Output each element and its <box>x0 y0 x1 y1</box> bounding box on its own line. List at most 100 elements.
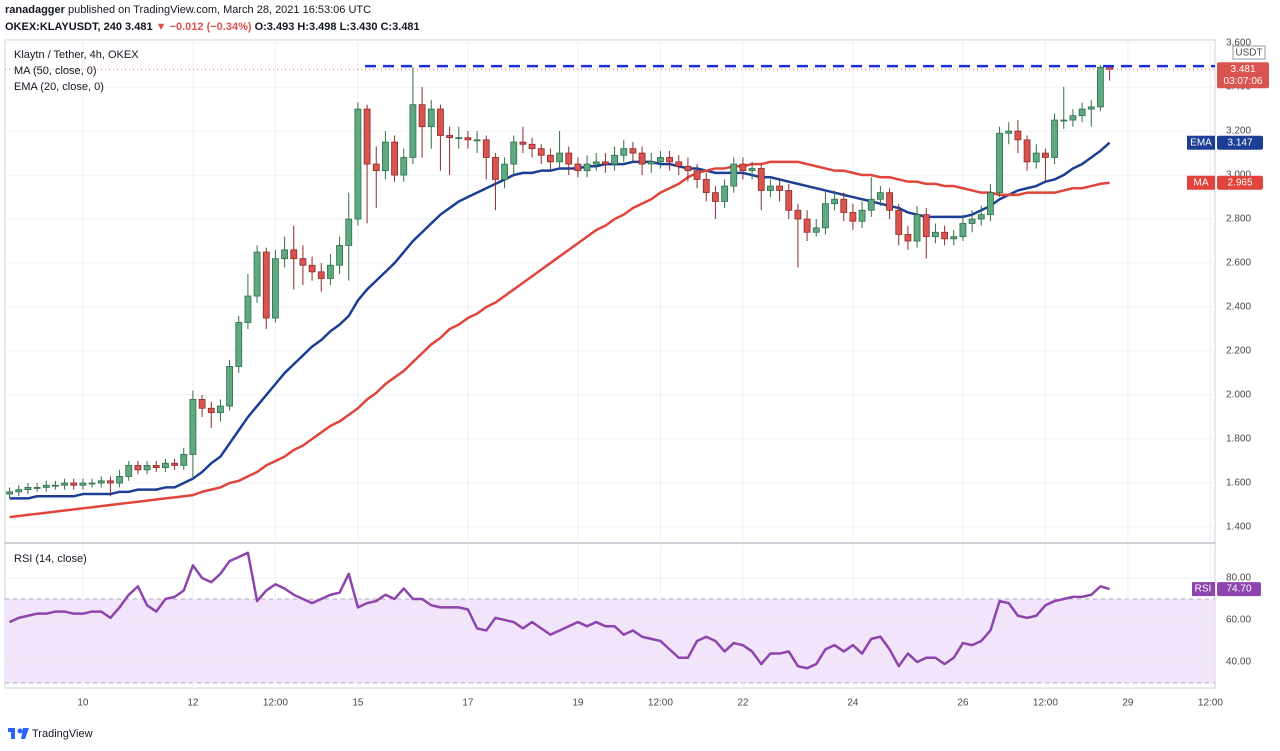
x-tick-label: 24 <box>847 698 859 709</box>
candle-body <box>712 192 719 202</box>
x-tick-label: 12:00 <box>1033 698 1058 709</box>
candle-body <box>391 141 398 176</box>
candle-body <box>1097 66 1104 108</box>
candle-body <box>556 152 563 163</box>
candle-body <box>33 487 41 489</box>
candle-body <box>217 405 224 414</box>
candle-body <box>638 152 646 165</box>
candle-body <box>180 454 188 466</box>
currency: USDT <box>1235 48 1262 59</box>
y-tick-label: 2.200 <box>1226 346 1251 357</box>
indicator-name: EMA <box>1190 137 1212 148</box>
legend-ema: EMA (20, close, 0) <box>14 81 104 93</box>
candle-body <box>767 185 774 191</box>
candle-body <box>345 218 353 246</box>
candle-body <box>299 258 307 266</box>
candle-body <box>547 154 554 163</box>
candle-body <box>171 462 178 466</box>
candle-body <box>657 157 664 163</box>
change: ▼ −0.012 (−0.34%) <box>156 21 252 33</box>
candle-body <box>748 168 756 172</box>
x-tick-label: 22 <box>737 698 749 709</box>
author: ranadagger <box>5 4 66 16</box>
candle-body <box>574 163 582 172</box>
candle-body <box>88 482 96 485</box>
candle-body <box>840 198 848 213</box>
x-tick-label: 26 <box>957 698 969 709</box>
candle-body <box>959 223 967 238</box>
rsi-value: 74.70 <box>1226 584 1251 595</box>
candle-body <box>455 137 463 140</box>
candle-body <box>1078 108 1086 117</box>
candle-body <box>867 198 875 211</box>
candle-body <box>97 480 105 484</box>
candle-body <box>143 465 151 471</box>
footer-logo <box>8 728 29 739</box>
candle-body <box>684 165 692 172</box>
y-tick-label: 1.400 <box>1226 522 1251 533</box>
candle-body <box>565 152 573 165</box>
candle-body <box>253 251 261 297</box>
candle-body <box>647 161 655 165</box>
candle-body <box>1005 130 1013 134</box>
candle-body <box>372 163 380 172</box>
published: published on TradingView.com, March 28, … <box>68 4 371 16</box>
y-tick-label: 1.600 <box>1226 478 1251 489</box>
candle-body <box>1069 115 1077 121</box>
candle-body <box>24 487 32 491</box>
candle-body <box>510 141 518 165</box>
candle-body <box>308 264 316 273</box>
candle-body <box>886 192 893 211</box>
candle-body <box>207 407 215 414</box>
candle-body <box>968 218 976 224</box>
candle-body <box>794 209 802 220</box>
plot-layer: 10 12 12:00 15 17 19 12:00 22 24 26 12:00 29 12:00 1.… <box>5 38 1269 709</box>
rsi-name-tag <box>1192 582 1215 597</box>
indicator-value: 3.147 <box>1227 137 1252 148</box>
y-tick-label: 2.600 <box>1226 258 1251 269</box>
y-tick-label: 2.800 <box>1226 214 1251 225</box>
candle-body <box>446 135 453 139</box>
candle-body <box>895 209 903 235</box>
candle-body <box>6 491 13 495</box>
x-tick-label: 19 <box>572 698 584 709</box>
candle-body <box>492 157 499 180</box>
indicator-line <box>9 160 1110 519</box>
candle-body <box>42 484 50 488</box>
ohlc: O:3.493 H:3.498 L:3.430 C:3.481 <box>255 21 420 33</box>
candle-body <box>666 157 673 163</box>
candle-body <box>730 163 738 187</box>
header-line: ranadagger published on TradingView.com,… <box>5 4 371 16</box>
candle-body <box>537 148 545 156</box>
candle-body <box>189 399 197 455</box>
candle-body <box>987 192 994 216</box>
candle-body <box>152 465 160 469</box>
y-tick-label: 2.000 <box>1226 390 1251 401</box>
candle-body <box>400 157 408 176</box>
candle-body <box>675 161 683 167</box>
candle-body <box>354 108 362 220</box>
candle-body <box>327 264 334 279</box>
x-tick-label: 10 <box>77 698 89 709</box>
countdown-label: 03:07:06 <box>1224 76 1263 87</box>
candle-body <box>162 462 169 469</box>
candle-body <box>235 322 243 367</box>
candle-body <box>1051 119 1058 158</box>
candle-body <box>1032 152 1040 163</box>
candle-body <box>831 198 838 205</box>
candle-body <box>317 271 325 279</box>
y-tick-label: 1.800 <box>1226 434 1251 445</box>
candle-body <box>272 258 279 319</box>
candle-body <box>611 154 618 165</box>
candle-body <box>803 218 811 233</box>
candle-body <box>198 399 206 409</box>
x-tick-label: 12:00 <box>263 698 288 709</box>
y-tick-label: 60.00 <box>1226 615 1251 626</box>
candle-body <box>812 227 820 233</box>
last-price: 3.481 <box>125 21 153 33</box>
chart-title: Klaytn / Tether, 4h, OKEX <box>14 49 139 61</box>
indicator-name-tag <box>1187 175 1215 190</box>
candle-body <box>757 168 765 191</box>
candle-body <box>125 465 133 477</box>
candle-body <box>363 108 371 165</box>
